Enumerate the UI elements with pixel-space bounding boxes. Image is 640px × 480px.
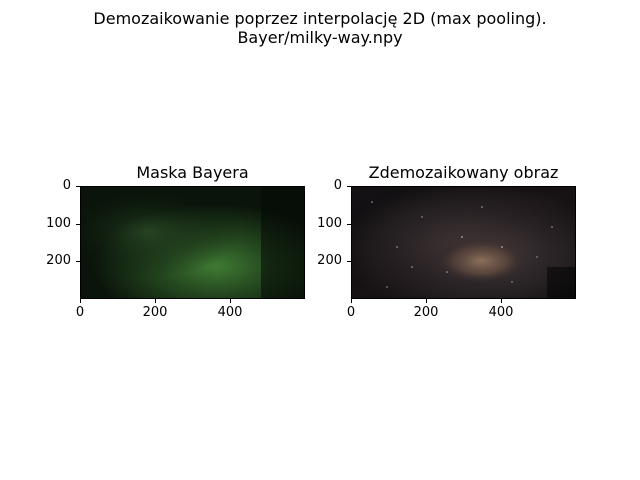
left-axes-title: Maska Bayera [136,163,249,182]
bayer-mask-image [80,186,305,299]
right-xtick-400: 400 [488,305,514,320]
demosaiced-image [351,186,576,299]
right-xtick-0: 0 [346,305,356,320]
left-xtick-0: 0 [75,305,85,320]
figure-title-line-2: Bayer/milky-way.npy [237,28,403,47]
left-ytick-0: 0 [62,178,71,193]
right-axes-title: Zdemozaikowany obraz [368,163,559,182]
right-ytick-200: 200 [317,253,342,268]
bayer-mask-svg [81,187,304,298]
left-ytick-200: 200 [46,253,71,268]
right-xtick-200: 200 [413,305,439,320]
figure-title-line-1: Demozaikowanie poprzez interpolację 2D (… [93,9,547,28]
left-xtick-400: 400 [217,305,243,320]
left-ytick-100: 100 [46,216,71,231]
demosaiced-svg [352,187,575,298]
left-xtick-200: 200 [142,305,168,320]
right-ytick-0: 0 [333,178,342,193]
right-ytick-100: 100 [317,216,342,231]
